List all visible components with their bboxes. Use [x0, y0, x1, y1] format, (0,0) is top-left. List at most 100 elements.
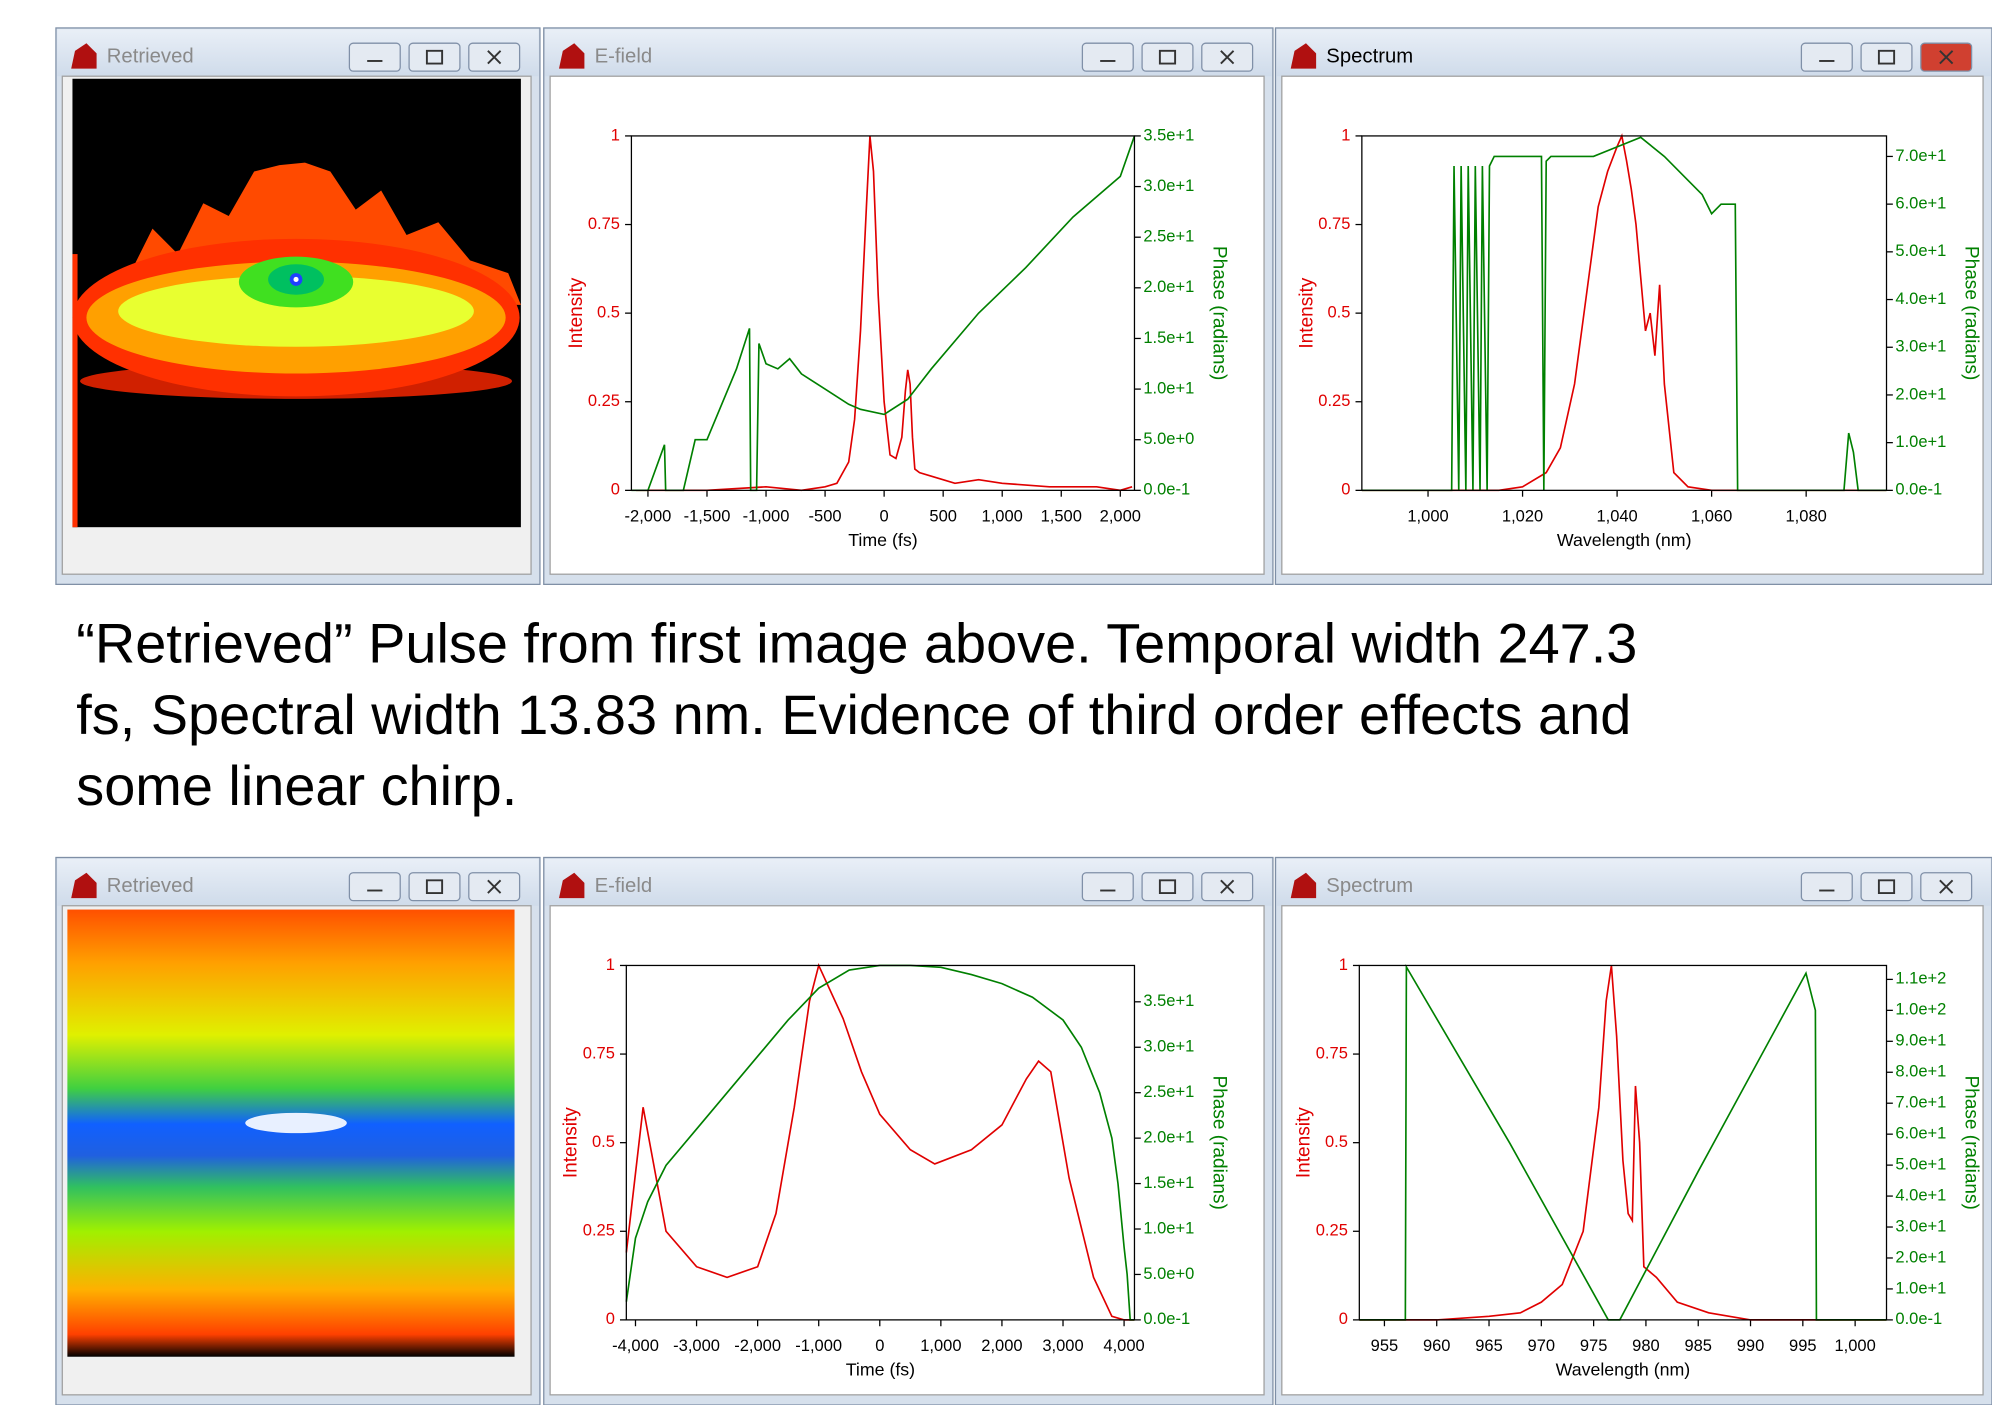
- maximize-button[interactable]: [1860, 42, 1913, 72]
- y2-axis-label: Phase (radians): [1208, 246, 1229, 380]
- y2-tick-label: 5.0e+0: [1143, 1265, 1194, 1283]
- y-axis-label: Intensity: [566, 277, 587, 348]
- series-line: [1361, 133, 1887, 492]
- y2-tick-label: 5.0e+1: [1895, 242, 1946, 260]
- caption-line: fs, Spectral width 13.83 nm. Evidence of…: [76, 683, 1631, 746]
- y2-tick-label: 3.5e+1: [1143, 992, 1194, 1010]
- y2-tick-label: 0.0e-1: [1895, 1310, 1942, 1328]
- x-tick-label: 1,000: [920, 1337, 961, 1355]
- window-content: [1281, 75, 1984, 575]
- y2-axis-label: Phase (radians): [1960, 246, 1981, 380]
- y-tick-label: 0.75: [1316, 1044, 1348, 1062]
- y2-tick-label: 1.5e+1: [1143, 329, 1194, 347]
- y-tick-label: 0.25: [1318, 392, 1350, 410]
- caption-line: “Retrieved” Pulse from first image above…: [76, 612, 1637, 675]
- maximize-button[interactable]: [408, 872, 461, 902]
- y2-tick-label: 1.0e+1: [1143, 379, 1194, 397]
- y2-tick-label: 0.0e-1: [1143, 1310, 1190, 1328]
- maximize-button[interactable]: [1860, 872, 1913, 902]
- y-tick-label: 1: [611, 126, 620, 144]
- retrieved-image: [67, 909, 515, 1357]
- y-axis-label: Intensity: [1294, 1107, 1315, 1178]
- caption: “Retrieved” Pulse from first image above…: [76, 612, 1637, 817]
- y-axis-label: Intensity: [1296, 277, 1317, 348]
- y2-tick-label: 2.0e+1: [1143, 1128, 1194, 1146]
- y2-tick-label: 3.0e+1: [1895, 1217, 1946, 1235]
- x-tick-label: 0: [875, 1337, 884, 1355]
- x-tick-label: 980: [1632, 1337, 1660, 1355]
- x-tick-label: 975: [1580, 1337, 1608, 1355]
- y-tick-label: 0.5: [1327, 303, 1350, 321]
- plot-frame: [630, 135, 1136, 491]
- caption-line: some linear chirp.: [76, 754, 517, 817]
- maximize-glyph: [1877, 879, 1896, 895]
- series-line: [625, 964, 1135, 1321]
- y-tick-label: 0.75: [583, 1044, 615, 1062]
- x-axis-label: Wavelength (nm): [1556, 1359, 1691, 1379]
- y2-tick-label: 6.0e+1: [1895, 195, 1946, 213]
- plot-frame: [1361, 135, 1888, 491]
- app-icon: [559, 43, 585, 69]
- window-title: Retrieved: [107, 875, 194, 897]
- y2-tick-label: 1.0e+1: [1895, 1279, 1946, 1297]
- close-glyph: [1220, 50, 1235, 65]
- series-line: [631, 135, 1136, 492]
- x-tick-label: 1,000: [1834, 1337, 1875, 1355]
- window-title: Spectrum: [1326, 875, 1413, 897]
- y2-tick-label: 1.1e+2: [1895, 970, 1946, 988]
- series-line: [1359, 965, 1887, 1321]
- x-tick-label: 1,040: [1596, 507, 1637, 525]
- maximize-glyph: [1158, 879, 1177, 895]
- plot-frame: [625, 964, 1136, 1321]
- y2-tick-label: 3.5e+1: [1143, 126, 1194, 144]
- y-tick-label: 0.25: [1316, 1222, 1348, 1240]
- x-tick-label: -1,000: [743, 507, 790, 525]
- maximize-button[interactable]: [1141, 872, 1194, 902]
- y-tick-label: 0: [611, 481, 620, 499]
- x-tick-label: -2,000: [734, 1337, 781, 1355]
- maximize-glyph: [425, 879, 444, 895]
- y-tick-label: 1: [1341, 126, 1350, 144]
- y-tick-label: 0: [1339, 1310, 1348, 1328]
- maximize-glyph: [1877, 49, 1896, 65]
- app-icon: [559, 872, 585, 899]
- minimize-button[interactable]: [1800, 42, 1853, 72]
- app-icon: [71, 872, 97, 899]
- app-icon: [1290, 872, 1317, 899]
- maximize-button[interactable]: [408, 42, 461, 72]
- window-content: [1281, 905, 1984, 1396]
- minimize-button[interactable]: [1800, 872, 1853, 902]
- y-tick-label: 0.75: [1318, 215, 1350, 233]
- minimize-button[interactable]: [348, 42, 401, 72]
- minimize-button[interactable]: [1081, 42, 1134, 72]
- minimize-button[interactable]: [348, 872, 401, 902]
- y2-tick-label: 1.0e+1: [1143, 1219, 1194, 1237]
- minimize-button[interactable]: [1081, 872, 1134, 902]
- y2-tick-label: 3.0e+1: [1143, 1038, 1194, 1056]
- maximize-glyph: [425, 49, 444, 65]
- y-tick-label: 1: [606, 956, 615, 974]
- x-tick-label: 4,000: [1103, 1337, 1144, 1355]
- y2-tick-label: 0.0e-1: [1895, 481, 1942, 499]
- x-tick-label: -1,500: [684, 507, 731, 525]
- x-tick-label: 1,000: [1407, 507, 1448, 525]
- y2-tick-label: 3.0e+1: [1895, 338, 1946, 356]
- window-title: E-field: [595, 875, 653, 897]
- x-tick-label: 1,080: [1786, 507, 1827, 525]
- maximize-button[interactable]: [1141, 42, 1194, 72]
- y2-tick-label: 6.0e+1: [1895, 1125, 1946, 1143]
- charts: -2,000 -1,500 -1,000 -500 0 500 1,000 1,500 2,00…: [561, 126, 1982, 1379]
- x-tick-label: 0: [880, 507, 889, 525]
- x-tick-label: 990: [1737, 1337, 1765, 1355]
- retrieved-image: [72, 78, 521, 528]
- y-axis-label: Intensity: [561, 1107, 582, 1178]
- plot-frame: [1358, 964, 1888, 1321]
- window-title: E-field: [595, 46, 653, 68]
- y2-tick-label: 5.0e+0: [1143, 430, 1194, 448]
- y2-axis-label: Phase (radians): [1960, 1075, 1981, 1209]
- x-tick-label: 1,060: [1691, 507, 1732, 525]
- close-glyph: [487, 879, 502, 894]
- y2-tick-label: 7.0e+1: [1895, 1094, 1946, 1112]
